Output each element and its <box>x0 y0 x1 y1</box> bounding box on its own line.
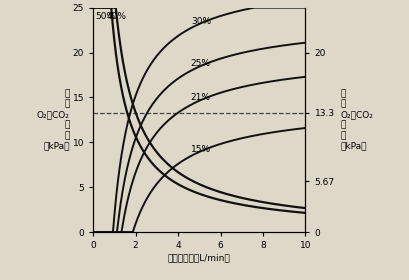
Text: 21%: 21% <box>190 94 210 102</box>
Y-axis label: 肺
泪
O₂、CO₂
分
压
（kPa）: 肺 泪 O₂、CO₂ 分 压 （kPa） <box>37 89 70 150</box>
Text: 40%: 40% <box>106 12 126 21</box>
Y-axis label: 肺
泪
O₂、CO₂
分
压
（kPa）: 肺 泪 O₂、CO₂ 分 压 （kPa） <box>339 89 372 150</box>
X-axis label: 肺泪通气量（L/min）: 肺泪通气量（L/min） <box>168 253 230 262</box>
Text: 30%: 30% <box>190 17 210 26</box>
Text: 15%: 15% <box>190 145 210 154</box>
Text: 50%: 50% <box>95 12 115 21</box>
Text: 25%: 25% <box>190 59 210 68</box>
